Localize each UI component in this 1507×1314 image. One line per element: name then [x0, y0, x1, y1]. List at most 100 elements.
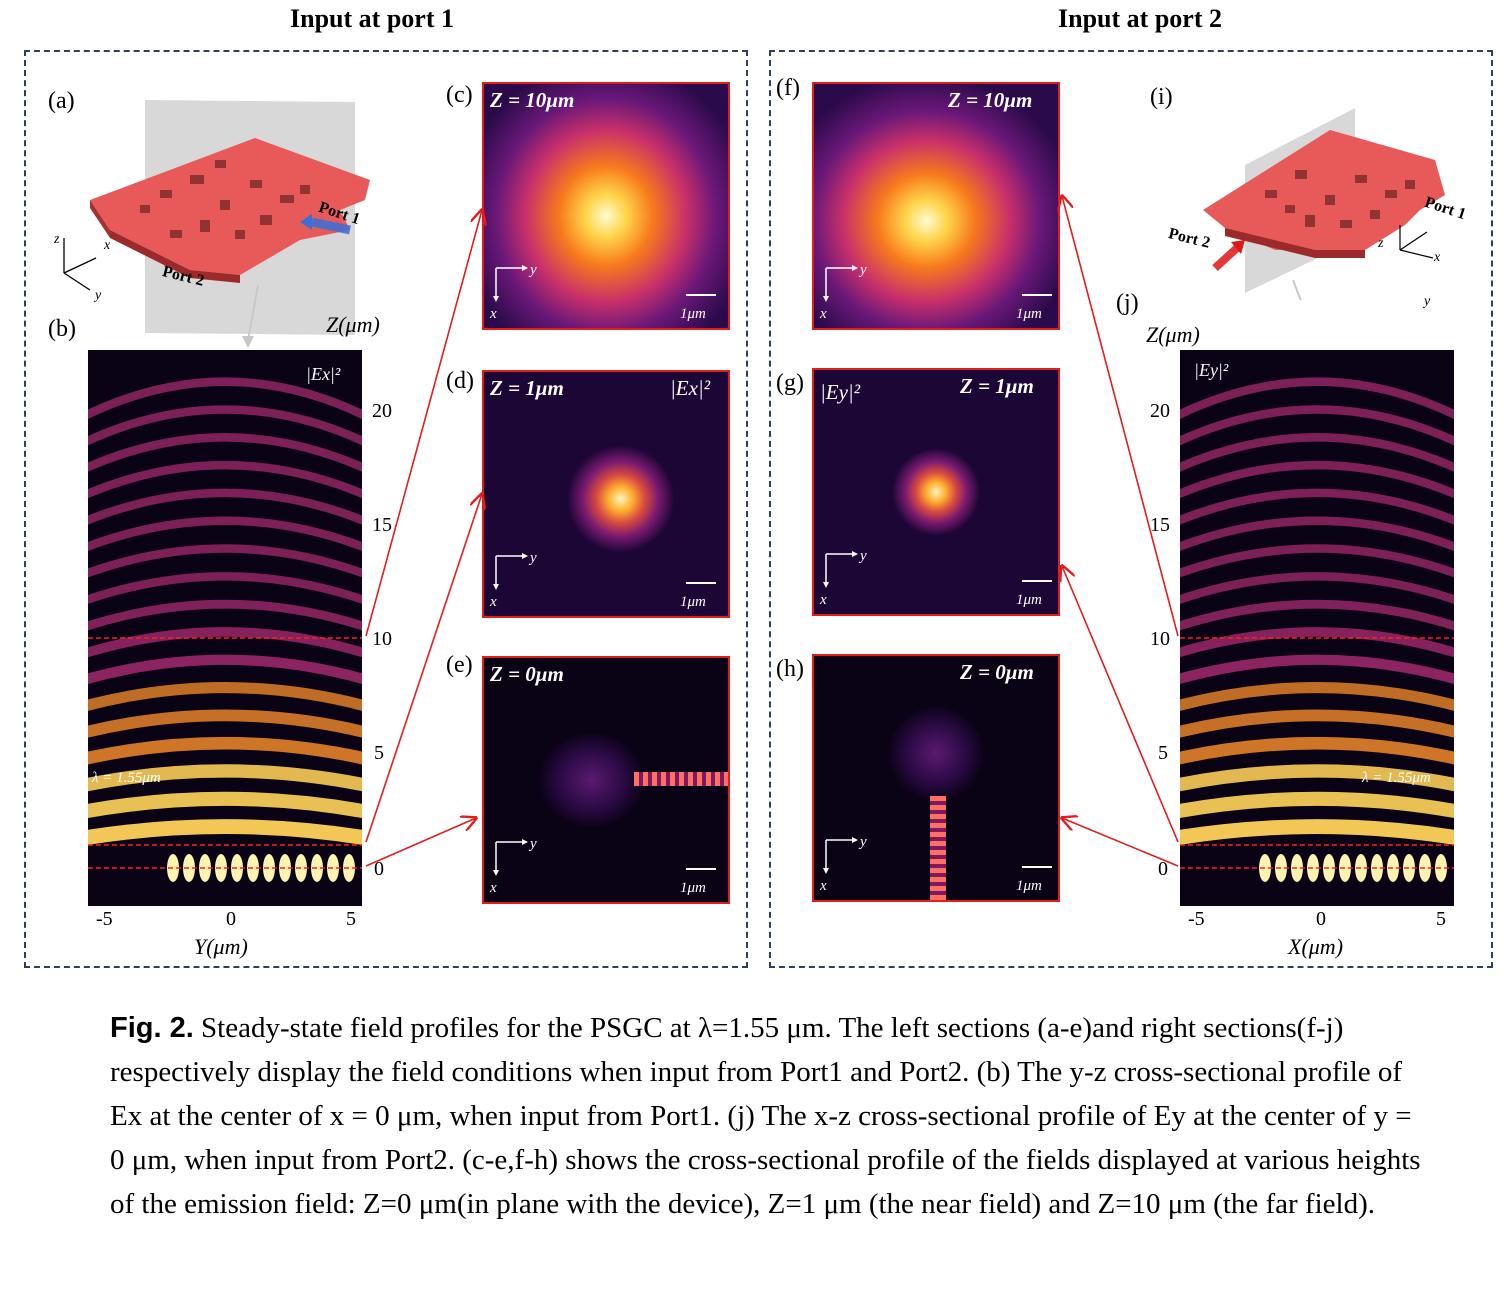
xlabel-b: Y(μm) — [194, 934, 248, 959]
cross-section-j-fringe — [1180, 460, 1454, 499]
axis-letter-x-i: x — [1434, 250, 1441, 265]
cross-section-b-fringe — [88, 764, 362, 792]
scalebar-e — [686, 868, 716, 870]
axis-letter-z-i: z — [1378, 236, 1384, 251]
z-tick-j-0: 0 — [1158, 858, 1168, 880]
cross-section-b-fringe — [88, 627, 362, 658]
cross-section-j-fringe — [1180, 682, 1454, 711]
heatmap-d: Z = 1μm |Ex|² y x 1μm — [482, 370, 730, 618]
left-section-box — [24, 50, 748, 968]
cross-section-b-fringe — [88, 405, 362, 446]
cross-section-j-fringe — [1180, 572, 1454, 604]
crs-arrows-e — [493, 839, 528, 876]
z-tick-j-20: 20 — [1150, 400, 1170, 422]
heatmap-h: Z = 0μm y x 1μm — [812, 654, 1060, 902]
cross-section-j-fringe — [1180, 736, 1454, 765]
heatmap-e-waveguide — [634, 772, 728, 786]
heatmap-g-spot — [814, 370, 1058, 614]
arrow-b-to-c — [365, 210, 482, 637]
cross-section-j-fringe — [1180, 599, 1454, 631]
cross-section-b-fringe — [88, 599, 362, 631]
xlabel-j: X(μm) — [1288, 934, 1344, 959]
x-tick-j-0: 0 — [1316, 908, 1326, 930]
field-label-j: |Ey|² — [1194, 360, 1229, 380]
lambda-label-j: λ = 1.55μm — [1362, 770, 1431, 786]
cross-section-b-fringe — [88, 488, 362, 525]
scale-label-c: 1μm — [680, 306, 706, 322]
cross-section-j-fringe — [1180, 764, 1454, 792]
cross-section-j-fringe — [1180, 433, 1454, 472]
heatmap-e-title: Z = 0μm — [490, 662, 564, 686]
crs-y-c: y — [530, 262, 537, 278]
figure-caption: Fig. 2. Steady-state field profiles for … — [110, 1006, 1430, 1226]
cross-section-j-fringe — [1180, 488, 1454, 525]
scalebar-f — [1022, 294, 1052, 296]
connector-arrows — [365, 0, 1179, 867]
z-tick-b-0: 0 — [374, 858, 384, 880]
scale-label-f: 1μm — [1016, 306, 1042, 322]
cross-section-j-fringe — [1180, 627, 1454, 658]
heatmap-h-waveguide — [930, 796, 946, 900]
panel-label-f: (f) — [776, 75, 800, 101]
scalebar-h — [1022, 866, 1052, 868]
z-tick-j-5: 5 — [1158, 742, 1168, 764]
axis-letter-y-i: y — [1424, 294, 1431, 309]
scale-label-h: 1μm — [1016, 878, 1042, 894]
crs-x-f: x — [820, 306, 827, 322]
arrow-b-to-e — [365, 818, 476, 867]
panel-label-b: (b) — [48, 316, 76, 342]
cross-section-b-fringe — [88, 460, 362, 499]
cross-section-j-fringe — [1180, 405, 1454, 446]
cross-section-b-fringes — [88, 377, 362, 882]
heatmap-g-title: Z = 1μm — [960, 374, 1034, 398]
cross-section-j: λ = 1.55μm |Ey|² — [1180, 350, 1454, 906]
right-section-box — [769, 50, 1493, 968]
cross-section-j-fringe — [1180, 819, 1454, 845]
crs-x-h: x — [820, 878, 827, 894]
cross-section-b-fringe — [88, 544, 362, 578]
axis-letter-z-a: z — [54, 232, 60, 247]
panel-label-c: (c) — [446, 82, 473, 108]
cross-section-j-fringe — [1180, 516, 1454, 552]
panel-label-g: (g) — [776, 370, 804, 396]
z-tick-b-10: 10 — [372, 628, 392, 650]
device-schematic-a — [63, 100, 370, 348]
heatmap-e: Z = 0μm y x 1μm — [482, 656, 730, 904]
crs-y-g: y — [860, 548, 867, 564]
panel-label-i: (i) — [1150, 84, 1173, 110]
heatmap-d-title: Z = 1μm — [490, 376, 564, 400]
z-tick-j-10: 10 — [1150, 628, 1170, 650]
cross-section-b-fringe — [88, 516, 362, 552]
crs-x-e: x — [490, 880, 497, 896]
cross-section-j-fringe — [1180, 377, 1454, 420]
x-tick-b-5: 5 — [346, 908, 356, 930]
crs-y-f: y — [860, 262, 867, 278]
left-section-title: Input at port 1 — [290, 4, 454, 33]
cross-section-b-fringe — [88, 682, 362, 711]
heatmap-h-title: Z = 0μm — [960, 660, 1034, 684]
panel-label-d: (d) — [446, 368, 474, 394]
cross-section-b-fringe — [88, 654, 362, 685]
crs-arrows-g — [823, 551, 858, 588]
x-tick-j-neg5: -5 — [1188, 908, 1205, 930]
caption-fig-number: Fig. 2. — [110, 1012, 194, 1044]
x-tick-b-neg5: -5 — [96, 908, 113, 930]
scalebar-c — [686, 294, 716, 296]
heatmap-d-spot — [484, 372, 728, 616]
scale-label-e: 1μm — [680, 880, 706, 896]
heatmap-f-spot — [814, 84, 1058, 328]
zlabel-b: Z(μm) — [326, 312, 380, 337]
heatmap-f-title: Z = 10μm — [948, 88, 1033, 112]
axis-letter-x-a: x — [104, 238, 111, 253]
scale-label-d: 1μm — [680, 594, 706, 610]
arrow-b-to-d — [365, 494, 482, 843]
lambda-label-b: λ = 1.55μm — [92, 770, 161, 786]
heatmap-c: Z = 10μm y x 1μm — [482, 82, 730, 330]
cross-section-b-fringe — [88, 433, 362, 472]
panel-label-h: (h) — [776, 656, 804, 682]
z-tick-b-20: 20 — [372, 400, 392, 422]
crs-x-g: x — [820, 592, 827, 608]
cross-section-b-fringe — [88, 377, 362, 420]
heatmap-f: Z = 10μm y x 1μm — [812, 82, 1060, 330]
crs-y-d: y — [530, 550, 537, 566]
